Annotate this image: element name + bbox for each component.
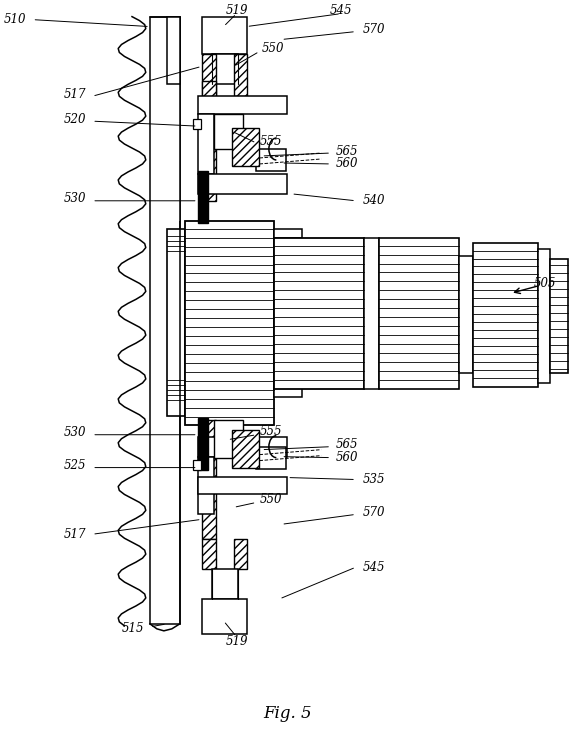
Bar [202,599,248,634]
Bar [231,128,260,166]
Bar [274,229,302,238]
Bar [202,81,215,201]
Bar [211,569,238,599]
Text: 565: 565 [336,145,359,158]
Text: 570: 570 [363,23,386,36]
Text: 545: 545 [363,561,386,574]
Bar [214,420,244,458]
Text: 570: 570 [363,506,386,519]
Bar [538,248,550,383]
Text: 560: 560 [336,158,359,170]
Bar [379,238,458,389]
Bar [198,114,214,174]
Text: 530: 530 [64,426,86,439]
Bar [202,55,215,96]
Text: 519: 519 [225,4,248,17]
Bar [198,96,287,114]
Bar [231,430,260,467]
Text: 550: 550 [260,493,282,506]
Bar [202,539,215,569]
Bar [257,149,286,171]
Text: 540: 540 [363,194,386,207]
Bar [167,84,180,220]
Bar [193,119,201,129]
Bar [185,220,274,424]
Text: 530: 530 [64,192,86,206]
Bar [274,387,302,397]
Text: 520: 520 [64,112,86,126]
Bar [274,238,364,389]
Bar [198,171,207,223]
Bar [167,229,185,416]
Bar [150,16,180,624]
Bar [198,457,214,514]
Text: 565: 565 [336,438,359,452]
Bar [214,114,244,149]
Bar [234,55,248,96]
Bar [202,16,248,55]
Text: 510: 510 [4,13,26,26]
Text: 555: 555 [260,134,282,148]
Text: 517: 517 [64,528,86,541]
Text: 519: 519 [225,635,248,648]
Text: 505: 505 [534,277,556,290]
Bar [198,476,287,494]
Bar [167,16,180,84]
Bar [198,436,287,457]
Bar [198,174,287,194]
Bar [198,418,207,470]
Bar [458,256,473,373]
Bar [211,55,238,84]
Text: 517: 517 [64,88,86,100]
Text: 555: 555 [260,425,282,438]
Text: Fig. 5: Fig. 5 [263,705,312,722]
Bar [257,447,286,469]
Text: 525: 525 [64,459,86,472]
Text: 535: 535 [363,473,386,486]
Bar [202,420,215,539]
Text: 560: 560 [336,452,359,464]
Bar [167,16,180,84]
Bar [550,259,568,373]
Bar [473,242,538,387]
Text: 545: 545 [330,4,352,17]
Bar [193,460,201,470]
Text: 550: 550 [261,42,284,55]
Text: 515: 515 [121,622,144,635]
Bar [234,539,248,569]
Bar [364,238,379,389]
